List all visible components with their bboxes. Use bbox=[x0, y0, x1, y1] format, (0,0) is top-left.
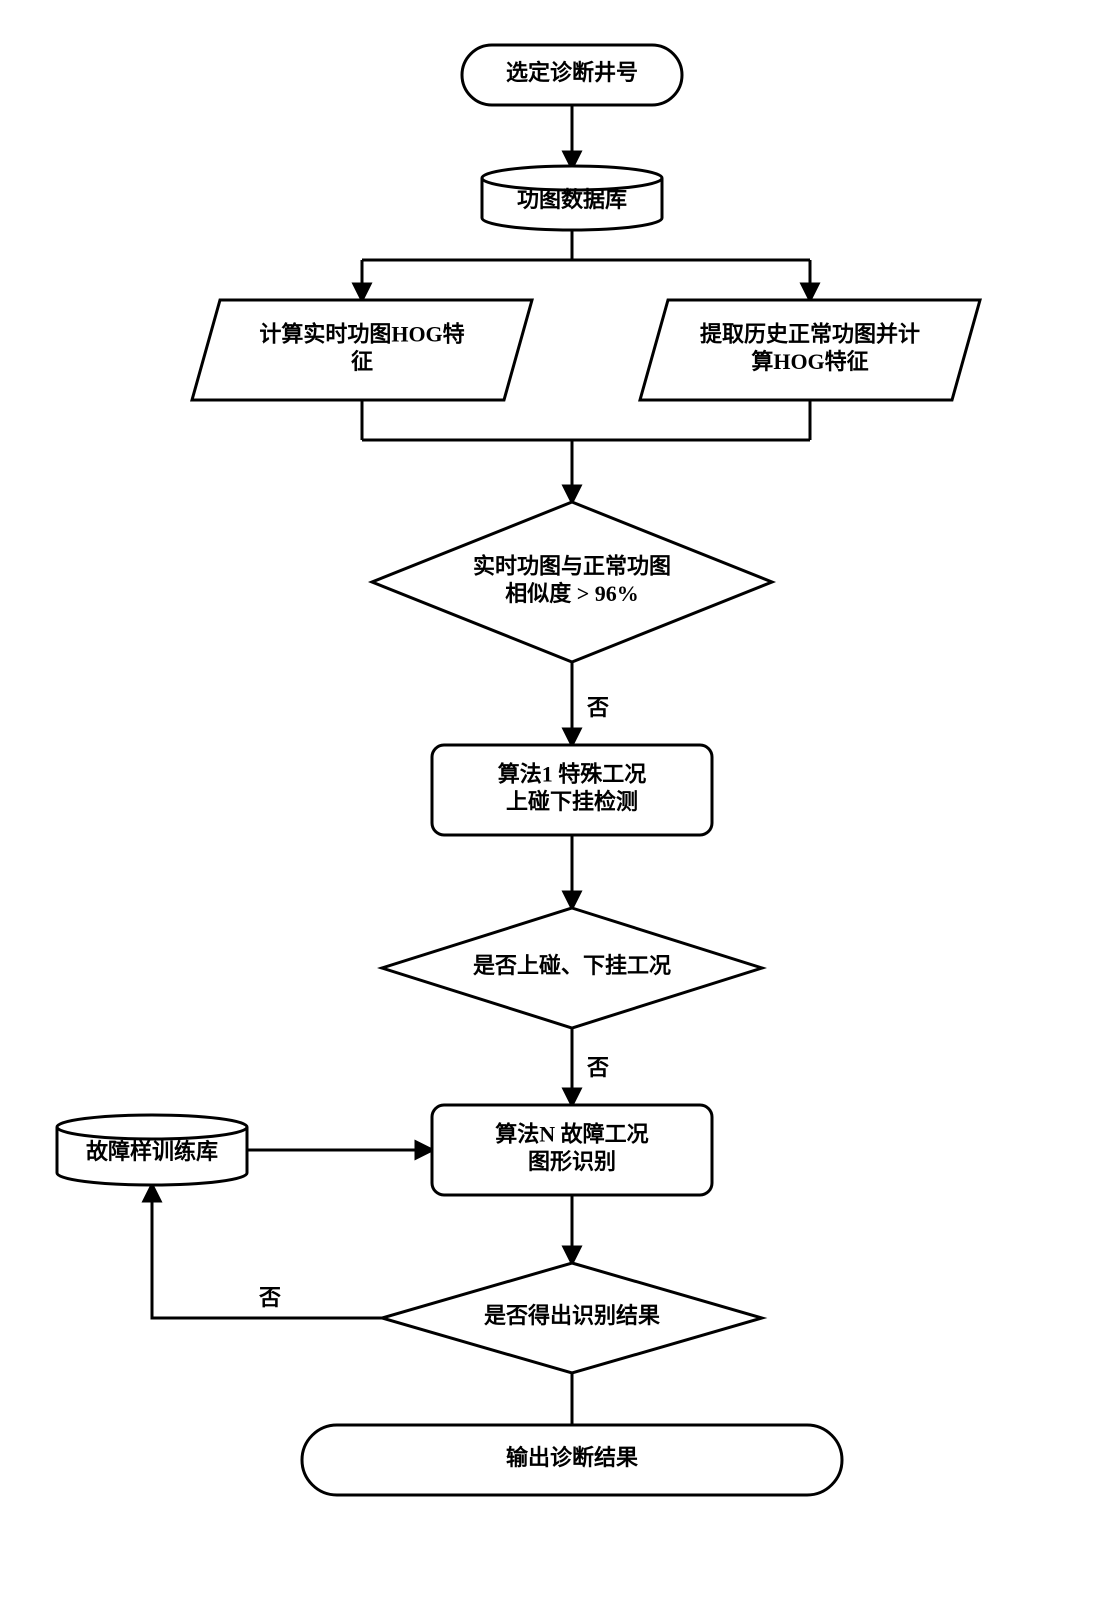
svg-text:算HOG特征: 算HOG特征 bbox=[751, 349, 868, 374]
svg-text:是否上碰、下挂工况: 是否上碰、下挂工况 bbox=[473, 953, 671, 978]
svg-text:提取历史正常功图并计: 提取历史正常功图并计 bbox=[700, 321, 920, 346]
svg-text:相似度 > 96%: 相似度 > 96% bbox=[505, 581, 639, 606]
svg-text:算法N 故障工况: 算法N 故障工况 bbox=[495, 1121, 648, 1146]
svg-text:图形识别: 图形识别 bbox=[528, 1149, 616, 1174]
svg-text:上碰下挂检测: 上碰下挂检测 bbox=[506, 789, 638, 814]
flowchart-canvas: 否否否选定诊断井号功图数据库计算实时功图HOG特征提取历史正常功图并计算HOG特… bbox=[20, 20, 1104, 1582]
svg-text:实时功图与正常功图: 实时功图与正常功图 bbox=[473, 553, 671, 578]
svg-text:输出诊断结果: 输出诊断结果 bbox=[506, 1445, 638, 1470]
svg-text:否: 否 bbox=[586, 1055, 609, 1080]
svg-text:否: 否 bbox=[586, 695, 609, 720]
svg-text:算法1 特殊工况: 算法1 特殊工况 bbox=[498, 761, 647, 786]
svg-text:选定诊断井号: 选定诊断井号 bbox=[506, 60, 638, 85]
svg-text:计算实时功图HOG特: 计算实时功图HOG特 bbox=[259, 321, 464, 346]
svg-text:征: 征 bbox=[351, 349, 373, 374]
svg-text:功图数据库: 功图数据库 bbox=[517, 187, 627, 212]
svg-text:故障样训练库: 故障样训练库 bbox=[86, 1139, 218, 1164]
svg-text:是否得出识别结果: 是否得出识别结果 bbox=[484, 1303, 660, 1328]
svg-text:否: 否 bbox=[258, 1285, 281, 1310]
